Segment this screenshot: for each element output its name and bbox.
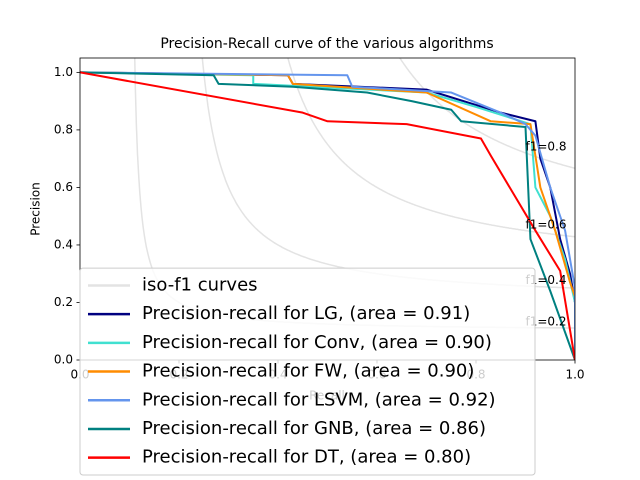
y-axis-label: Precision	[29, 182, 43, 236]
chart-title: Precision-Recall curve of the various al…	[160, 36, 493, 52]
pr-curve	[80, 71, 575, 360]
legend-label: Precision-recall for LSVM, (area = 0.92)	[142, 389, 496, 410]
legend-label: iso-f1 curves	[142, 274, 258, 295]
iso-f1-label: f1=0.2	[526, 314, 567, 328]
pr-curve	[80, 71, 575, 360]
y-tick-label: 0.0	[54, 353, 73, 367]
iso-f1-curve	[287, 58, 575, 238]
iso-f1-label: f1=0.6	[526, 217, 567, 231]
legend: iso-f1 curves Precision-recall for LG, (a…	[79, 267, 536, 476]
legend-label: Precision-recall for Conv, (area = 0.90)	[142, 332, 492, 353]
legend-label: Precision-recall for DT, (area = 0.80)	[142, 447, 471, 468]
legend-box	[79, 267, 536, 476]
x-tick-label: 1.0	[565, 368, 584, 382]
pr-curve	[80, 71, 575, 360]
legend-label: Precision-recall for LG, (area = 0.91)	[142, 303, 470, 324]
y-tick-label: 1.0	[54, 65, 73, 79]
y-tick-label: 0.6	[54, 180, 73, 194]
iso-f1-label: f1=0.8	[526, 140, 567, 154]
pr-curve	[80, 71, 575, 360]
y-tick-label: 0.8	[54, 122, 73, 136]
legend-label: Precision-recall for FW, (area = 0.90)	[142, 361, 474, 382]
y-tick-label: 0.4	[54, 237, 73, 251]
legend-label: Precision-recall for GNB, (area = 0.86)	[142, 418, 486, 439]
iso-f1-label: f1=0.4	[526, 273, 567, 287]
y-tick-label: 0.2	[54, 295, 73, 309]
